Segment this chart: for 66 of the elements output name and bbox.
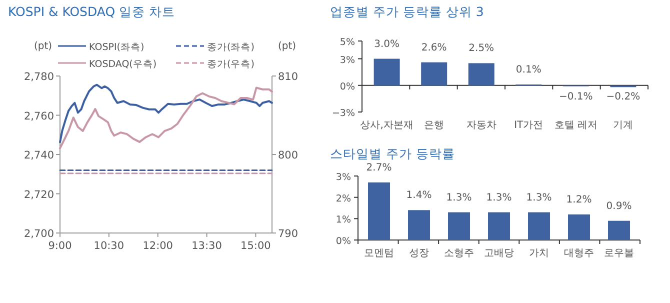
y-tick-label: 1% xyxy=(336,214,351,226)
legend-label: 종가(좌측) xyxy=(207,42,254,53)
x-tick-label: 성장 xyxy=(409,248,429,259)
bar xyxy=(488,212,510,240)
data-label: 2.6% xyxy=(421,42,447,54)
data-label: 1.2% xyxy=(566,194,592,206)
x-tick-label: IT가전 xyxy=(514,120,544,131)
y-tick-label: −3% xyxy=(332,108,355,119)
chart-title: 업종별 주가 등락률 상위 3 xyxy=(330,4,484,19)
data-label: 0.9% xyxy=(606,200,632,212)
x-tick-label: 은행 xyxy=(424,120,444,131)
legend-label: KOSPI(좌측) xyxy=(89,42,144,53)
x-tick-label: 10:30 xyxy=(94,240,124,252)
bar xyxy=(368,182,390,240)
chart-title: KOSPI & KOSDAQ 일중 차트 xyxy=(8,4,176,19)
y-tick-label: 0% xyxy=(336,236,351,247)
x-tick-label: 12:00 xyxy=(142,240,173,252)
legend-label: KOSDAQ(우측) xyxy=(89,59,157,70)
bar xyxy=(408,210,430,240)
y-tick-label: 3% xyxy=(340,54,355,66)
x-tick-label: 모멘텀 xyxy=(364,248,394,259)
data-label: 1.3% xyxy=(446,192,472,204)
y2-tick-label: 800 xyxy=(278,150,298,162)
x-tick-label: 기계 xyxy=(613,120,634,131)
bar xyxy=(468,63,494,86)
x-tick-label: 가치 xyxy=(529,248,549,259)
data-label: 3.0% xyxy=(374,38,400,50)
data-label: 1.3% xyxy=(526,192,552,204)
y2-axis-title: (pt) xyxy=(278,41,296,52)
y-axis-title: (pt) xyxy=(34,41,52,52)
y-tick-label: 2,760 xyxy=(24,110,54,122)
y-tick-label: 2,740 xyxy=(24,150,54,162)
x-tick-label: 15:00 xyxy=(240,240,271,252)
data-label: −0.1% xyxy=(559,91,593,102)
data-label: −0.2% xyxy=(606,91,640,102)
y-tick-label: 5% xyxy=(340,37,355,48)
y-tick-label: 2,700 xyxy=(24,228,54,240)
y-tick-label: 2,720 xyxy=(24,188,54,201)
bar xyxy=(608,220,630,240)
bar xyxy=(421,62,448,86)
y2-tick-label: 790 xyxy=(278,228,298,240)
y-tick-label: 0% xyxy=(340,81,355,92)
y-tick-label: 3% xyxy=(336,172,351,183)
data-label: 2.5% xyxy=(468,43,494,54)
legend-label: 종가(우측) xyxy=(207,59,254,70)
x-tick-label: 13:30 xyxy=(192,240,222,252)
y-tick-label: 2,780 xyxy=(24,71,54,83)
x-tick-label: 고배당 xyxy=(484,248,514,259)
data-label: 0.1% xyxy=(516,64,542,76)
data-label: 1.4% xyxy=(406,190,432,202)
x-tick-label: 대형주 xyxy=(564,248,594,259)
data-label: 2.7% xyxy=(366,162,392,174)
bar xyxy=(568,214,590,240)
bar xyxy=(448,212,470,240)
x-tick-label: 로우볼 xyxy=(604,248,634,259)
x-tick-label: 자동차 xyxy=(466,120,496,131)
x-tick-label: 소형주 xyxy=(444,248,474,259)
bar xyxy=(528,212,550,240)
y2-tick-label: 810 xyxy=(278,71,298,83)
chart-title: 스타일별 주가 등락률 xyxy=(330,146,455,161)
x-tick-label: 9:00 xyxy=(48,240,72,252)
x-tick-label: 호텔 레저 xyxy=(554,120,598,131)
data-label: 1.3% xyxy=(486,192,512,204)
bar xyxy=(374,58,400,86)
x-tick-label: 상사,자본재 xyxy=(360,120,414,131)
y-tick-label: 2% xyxy=(336,193,351,204)
